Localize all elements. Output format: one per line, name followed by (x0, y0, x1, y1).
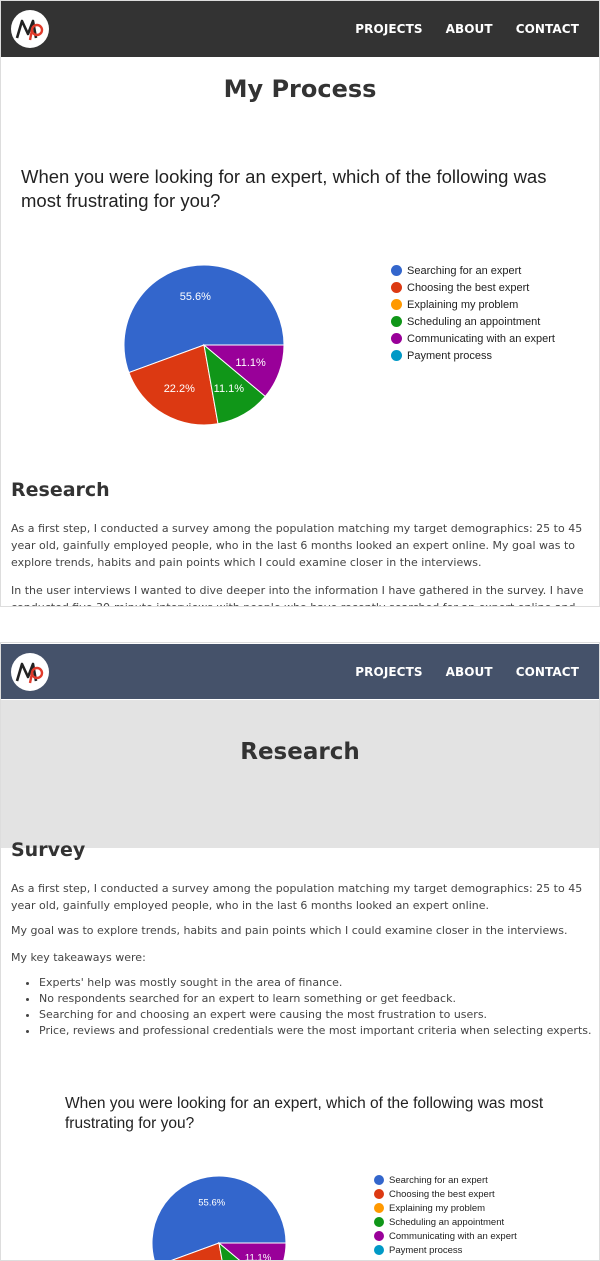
legend-swatch (391, 350, 402, 361)
survey-title: Survey (11, 839, 86, 861)
logo-mark-icon (15, 19, 44, 41)
pie-chart-svg: 55.6% 22.2% 11.1% 11.1% (123, 264, 285, 426)
research-title: Research (11, 479, 110, 501)
chart-legend: Searching for an expert Choosing the best… (374, 1173, 517, 1257)
legend-label: Payment process (407, 349, 492, 362)
legend-item-communicating-with-an-expert: Communicating with an expert (374, 1229, 517, 1243)
legend-label: Scheduling an appointment (407, 315, 541, 328)
navbar: PROJECTS ABOUT CONTACT (1, 644, 599, 699)
pie-slice-choosing-the-best-expert (128, 344, 219, 426)
logo[interactable] (11, 10, 49, 48)
survey-paragraph-1: As a first step, I conducted a survey am… (11, 882, 583, 912)
list-item: Experts' help was mostly sought in the a… (39, 975, 593, 991)
legend-swatch (391, 333, 402, 344)
pie-label-searching-for-an-expert: 55.6% (198, 1197, 225, 1208)
nav-projects-link[interactable]: PROJECTS (355, 664, 423, 679)
nav-about-link[interactable]: ABOUT (445, 664, 493, 679)
chart-question: When you were looking for an expert, whi… (65, 1095, 544, 1132)
screenshot-top: PROJECTS ABOUT CONTACT My Process When y… (0, 0, 600, 607)
legend-swatch (374, 1217, 384, 1227)
pie-chart-svg: 55.6%22.2%11.1%11.1% (151, 1175, 287, 1261)
legend-item-scheduling-an-appointment: Scheduling an appointment (374, 1215, 517, 1229)
legend-label: Choosing the best expert (407, 281, 530, 294)
nav-about-link[interactable]: ABOUT (445, 22, 493, 36)
legend-label: Explaining my problem (389, 1202, 486, 1214)
pie-label-choosing-the-best-expert: 22.2% (164, 383, 195, 395)
legend-label: Payment process (389, 1244, 463, 1256)
list-item: Searching for and choosing an expert wer… (39, 1007, 593, 1023)
legend-swatch (374, 1203, 384, 1213)
legend-item-choosing-the-best-expert: Choosing the best expert (391, 279, 555, 296)
nav-links: PROJECTS ABOUT CONTACT (355, 665, 579, 679)
legend-swatch (391, 282, 402, 293)
legend-swatch (374, 1245, 384, 1255)
chart-question: When you were looking for an expert, whi… (21, 166, 547, 211)
nav-contact-link[interactable]: CONTACT (515, 664, 579, 679)
pie-label-searching-for-an-expert: 55.6% (180, 291, 211, 303)
research-paragraph-1: As a first step, I conducted a survey am… (11, 522, 583, 569)
legend-item-payment-process: Payment process (391, 347, 555, 364)
legend-swatch (374, 1231, 384, 1241)
pie-chart: 55.6% 22.2% 11.1% 11.1% (119, 260, 289, 435)
pie-slice-communicating-with-an-expert (202, 344, 285, 398)
legend-label: Communicating with an expert (407, 332, 555, 345)
chart-legend: Searching for an expert Choosing the best… (391, 262, 555, 364)
navbar: PROJECTS ABOUT CONTACT (1, 1, 599, 57)
legend-label: Searching for an expert (407, 264, 522, 277)
pie-slice-communicating-with-an-expert (217, 1242, 287, 1260)
legend-label: Choosing the best expert (389, 1188, 495, 1200)
legend-item-choosing-the-best-expert: Choosing the best expert (374, 1187, 517, 1201)
pie-label-scheduling-an-appointment: 11.1% (214, 383, 245, 395)
legend-item-payment-process: Payment process (374, 1243, 517, 1257)
legend-swatch (391, 299, 402, 310)
legend-swatch (391, 265, 402, 276)
legend-item-searching-for-an-expert: Searching for an expert (391, 262, 555, 279)
list-item: Price, reviews and professional credenti… (39, 1023, 593, 1039)
page-title: My Process (223, 75, 377, 103)
legend-item-communicating-with-an-expert: Communicating with an expert (391, 330, 555, 347)
pie-slice-searching-for-an-expert (151, 1175, 287, 1260)
pie-label-communicating-with-an-expert: 11.1% (235, 357, 266, 369)
pie-label-communicating-with-an-expert: 11.1% (245, 1253, 272, 1261)
legend-item-scheduling-an-appointment: Scheduling an appointment (391, 313, 555, 330)
legend-label: Scheduling an appointment (389, 1216, 505, 1228)
logo-mark-icon (15, 662, 44, 683)
takeaways-list: Experts' help was mostly sought in the a… (23, 975, 593, 1039)
pie-slice-searching-for-an-expert (123, 264, 285, 374)
legend-label: Communicating with an expert (389, 1230, 517, 1242)
legend-label: Explaining my problem (407, 298, 519, 311)
legend-item-searching-for-an-expert: Searching for an expert (374, 1173, 517, 1187)
takeaways-intro: My key takeaways were: (11, 951, 146, 964)
nav-links: PROJECTS ABOUT CONTACT (355, 22, 579, 36)
legend-swatch (374, 1189, 384, 1199)
nav-projects-link[interactable]: PROJECTS (355, 22, 423, 36)
legend-item-explaining-my-problem: Explaining my problem (391, 296, 555, 313)
pie-slice-choosing-the-best-expert (171, 1242, 223, 1260)
legend-label: Searching for an expert (389, 1174, 488, 1186)
legend-swatch (391, 316, 402, 327)
survey-paragraph-2: My goal was to explore trends, habits an… (11, 924, 568, 937)
hero-banner (1, 700, 599, 848)
pie-chart: 55.6%22.2%11.1%11.1% (144, 1168, 294, 1261)
legend-item-explaining-my-problem: Explaining my problem (374, 1201, 517, 1215)
nav-contact-link[interactable]: CONTACT (515, 22, 579, 36)
screenshot-bottom: PROJECTS ABOUT CONTACT Research Survey A… (0, 642, 600, 1261)
research-paragraph-2: In the user interviews I wanted to dive … (11, 584, 584, 606)
list-item: No respondents searched for an expert to… (39, 991, 593, 1007)
logo[interactable] (11, 652, 49, 691)
banner-title: Research (240, 739, 360, 765)
legend-swatch (374, 1175, 384, 1185)
